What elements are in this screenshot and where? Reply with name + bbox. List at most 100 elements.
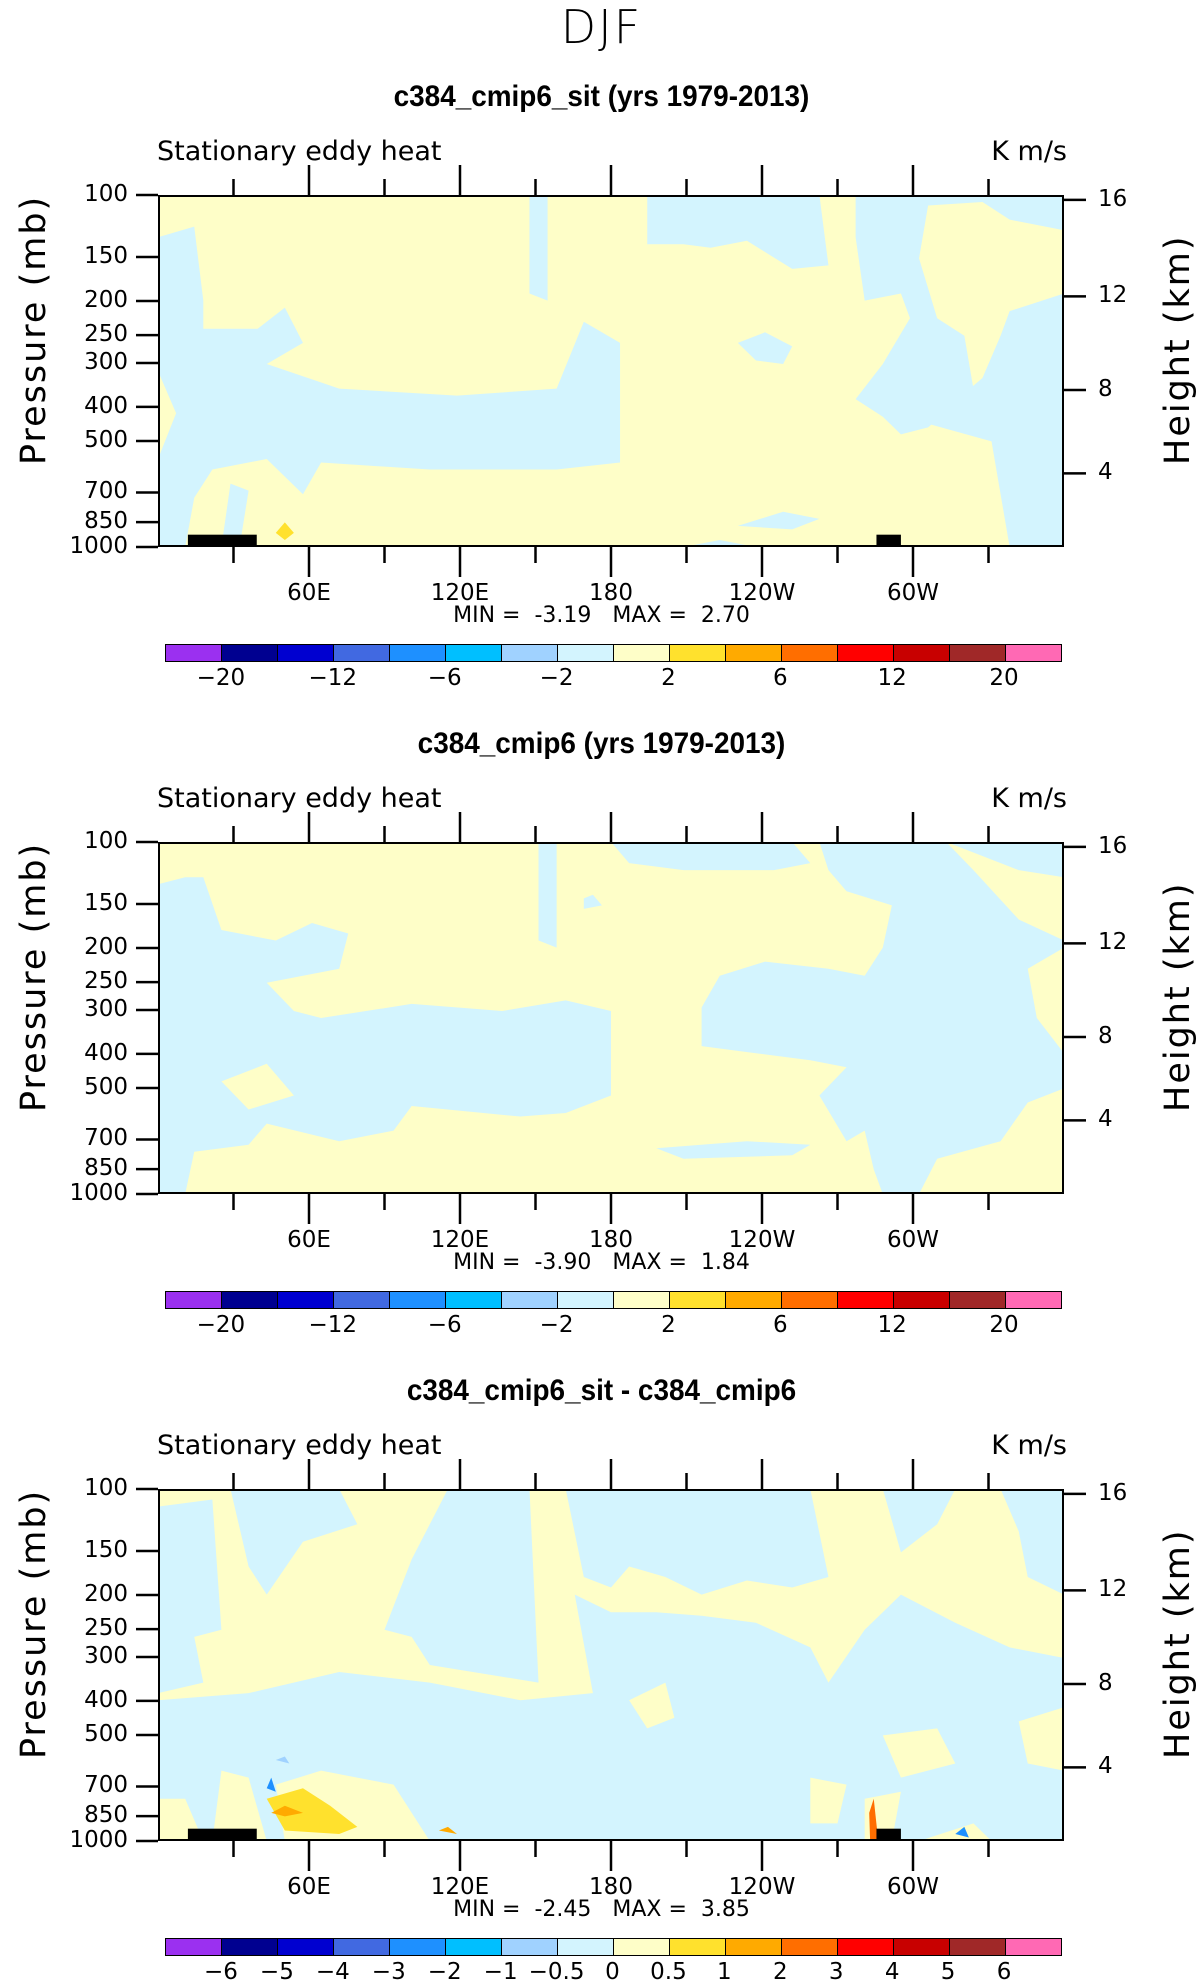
colorbar-label: −6 [203,1959,238,1985]
height-tick-label: 12 [1098,282,1128,309]
colorbar-swatch [558,1292,614,1308]
colorbar-label: 6 [996,1959,1012,1985]
colorbar-swatch [670,1939,726,1955]
y-tick-label: 1000 [69,1180,128,1206]
min-label: MIN = [453,1897,521,1922]
colorbar-label: −20 [196,1312,246,1338]
colorbar-swatch [670,645,726,661]
positive-blob [271,1805,303,1817]
height-axis-title: Height (km) [1158,881,1198,1113]
plot-border [158,1489,1064,1841]
positive-max-blob [275,522,294,540]
colorbar-swatch [894,645,950,661]
y-axis-title: Pressure (mb) [14,194,54,465]
colorbar-swatch [838,1292,894,1308]
negative-blob [955,1826,969,1838]
main-title: DJF [560,0,643,54]
colorbar-swatch [334,1292,390,1308]
colorbar-label: 3 [828,1959,844,1985]
contour-field [158,842,1064,1194]
y-tick-label: 850 [84,1155,128,1182]
panel-control: c384_cmip6 (yrs 1979-2013) Stationary ed… [0,647,1203,1338]
colorbar-swatch [838,645,894,661]
x-tick-label: 60W [886,1227,939,1253]
height-tick-label: 12 [1098,1576,1128,1603]
colorbar-swatch [446,1939,502,1955]
min-value: -2.45 [534,1897,592,1922]
units-label: K m/s [991,136,1067,167]
colorbar-label: 20 [989,1312,1019,1338]
x-tick-label: 60E [287,1227,331,1253]
colorbar-swatch [166,1292,222,1308]
colorbar-label: 0.5 [650,1959,687,1985]
y-tick-label: 150 [84,889,128,916]
y-tick-label: 700 [84,1772,128,1799]
y-tick-label: 150 [84,1536,128,1563]
topography [187,1828,257,1841]
colorbar-swatch [334,645,390,661]
topography [876,534,901,547]
max-label: MAX = [612,603,687,628]
colorbar-swatch [390,645,446,661]
x-tick-label: 180 [589,1227,633,1253]
colorbar-swatch [222,1292,278,1308]
colorbar-label: 1 [717,1959,732,1985]
y-tick-label: 400 [84,392,128,419]
positive-blob [438,1826,457,1834]
y-tick-label: 400 [84,1686,128,1713]
colorbar-label: −3 [371,1959,406,1985]
colorbar-swatch [782,1939,838,1955]
colorbar-swatch [894,1939,950,1955]
min-max-label: MIN = -2.45 MAX = 3.85 [0,1897,1203,1922]
contour-field [158,195,1064,547]
max-label: MAX = [612,1250,687,1275]
colorbar-swatch [838,1939,894,1955]
left-string: Stationary eddy heat [157,136,442,167]
colorbar-swatch [614,645,670,661]
colorbar-swatch [950,645,1006,661]
colorbar-label: −12 [308,1312,358,1338]
max-value: 3.85 [700,1897,750,1922]
height-tick-label: 16 [1098,185,1128,212]
x-tick-label: 60W [886,580,939,606]
colorbar [165,1291,1062,1309]
colorbar-swatch [670,1292,726,1308]
colorbar-label: −5 [259,1959,294,1985]
colorbar-swatch [614,1292,670,1308]
y-tick-label: 850 [84,1802,128,1829]
colorbar-label: 12 [877,1312,907,1338]
min-label: MIN = [453,1250,521,1275]
plot-area [158,842,1064,1194]
colorbar-swatch [726,645,782,661]
y-tick-label: 1000 [69,1827,128,1853]
plot-border [158,195,1064,547]
colorbar-label: 2 [661,665,676,691]
colorbar-label: −1 [483,1959,518,1985]
colorbar-label: −12 [308,665,358,691]
x-tick-label: 60W [886,1874,939,1900]
x-tick-label: 60E [287,580,331,606]
height-tick-label: 4 [1098,1753,1113,1780]
colorbar-swatch [782,1292,838,1308]
colorbar-label: 4 [884,1959,900,1985]
height-tick-label: 8 [1098,1023,1113,1049]
y-axis-title: Pressure (mb) [14,1488,54,1759]
y-tick-label: 1000 [69,533,128,559]
colorbar-label: 2 [661,1312,676,1338]
negative-regions [158,195,1064,547]
colorbar-swatch [558,1939,614,1955]
colorbar-swatch [726,1292,782,1308]
x-tick-label: 180 [589,1874,633,1900]
height-tick-label: 16 [1098,832,1128,859]
colorbar-swatch [614,1939,670,1955]
min-max-label: MIN = -3.90 MAX = 1.84 [0,1250,1203,1275]
positive-blob [266,1788,358,1834]
colorbar-swatch [950,1292,1006,1308]
colorbar-label: 6 [772,665,788,691]
topography [187,534,257,547]
height-tick-label: 8 [1098,1670,1113,1696]
colorbar-swatch [502,1939,558,1955]
plot-area [158,1489,1064,1841]
colorbar-swatch [334,1939,390,1955]
left-string: Stationary eddy heat [157,783,442,814]
